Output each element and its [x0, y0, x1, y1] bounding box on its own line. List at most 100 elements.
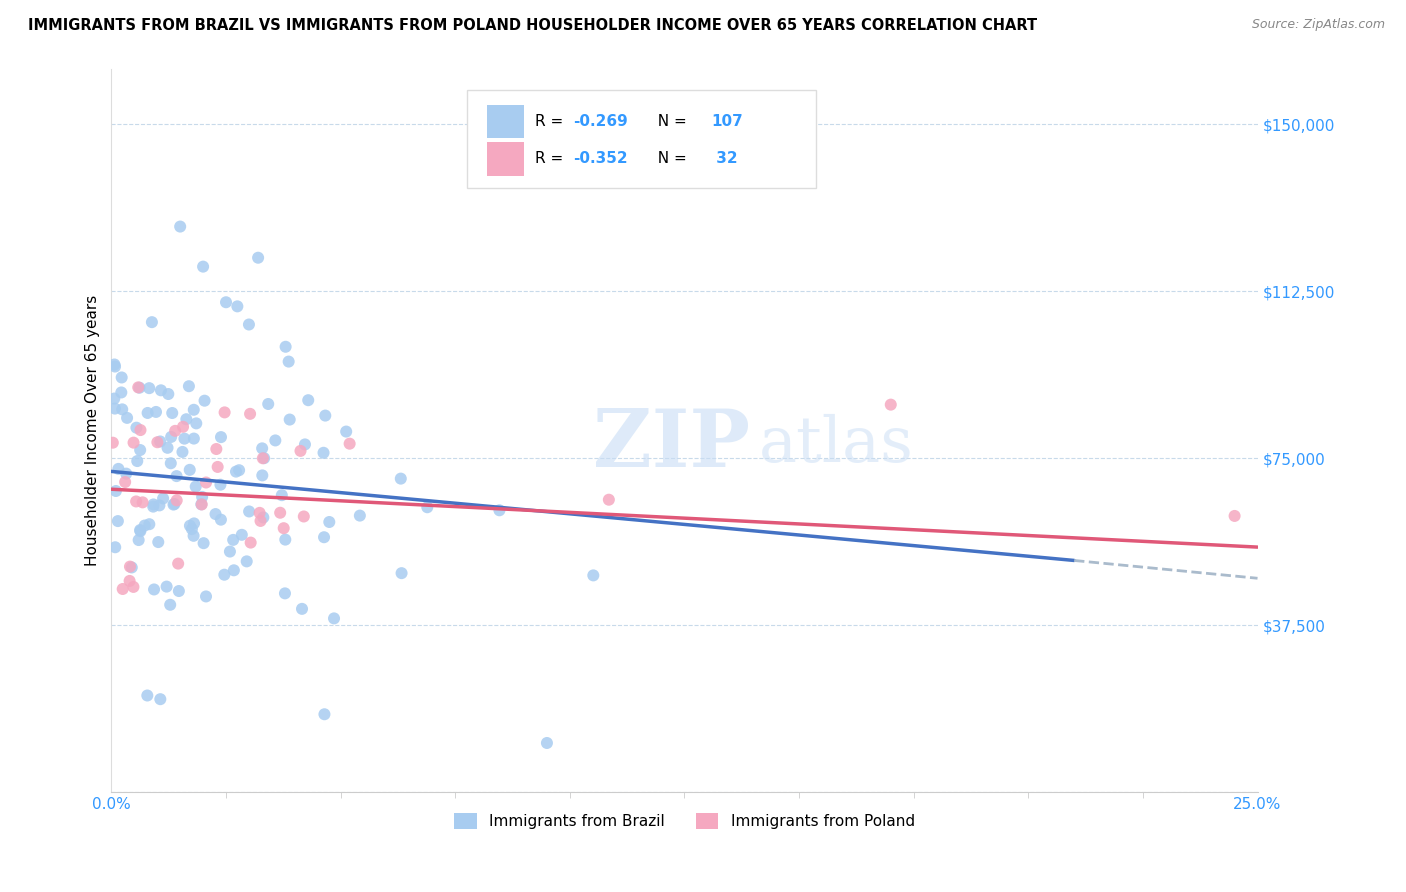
- Point: [167, 557, 190, 571]
- Point: [128, 381, 150, 395]
- Point: [179, 463, 201, 477]
- Point: [209, 513, 232, 527]
- Point: [291, 602, 314, 616]
- Point: [257, 397, 280, 411]
- Point: [114, 475, 136, 489]
- Point: [138, 381, 160, 395]
- Point: [166, 469, 188, 483]
- Point: [152, 491, 174, 506]
- Point: [278, 412, 301, 426]
- Point: [172, 419, 194, 434]
- Point: [249, 506, 271, 520]
- Point: [125, 420, 148, 434]
- Point: [176, 412, 198, 426]
- Point: [228, 463, 250, 477]
- Point: [107, 462, 129, 476]
- Text: IMMIGRANTS FROM BRAZIL VS IMMIGRANTS FROM POLAND HOUSEHOLDER INCOME OVER 65 YEAR: IMMIGRANTS FROM BRAZIL VS IMMIGRANTS FRO…: [28, 18, 1038, 33]
- Point: [111, 582, 134, 596]
- Text: -0.352: -0.352: [574, 152, 628, 167]
- Point: [235, 554, 257, 568]
- Point: [264, 434, 287, 448]
- Point: [179, 518, 201, 533]
- Point: [149, 692, 172, 706]
- Point: [249, 514, 271, 528]
- Point: [314, 707, 336, 722]
- Point: [118, 574, 141, 588]
- Point: [159, 598, 181, 612]
- Point: [297, 393, 319, 408]
- Point: [122, 435, 145, 450]
- Point: [195, 475, 218, 490]
- Point: [160, 430, 183, 444]
- Point: [138, 517, 160, 532]
- Point: [238, 504, 260, 518]
- Point: [598, 492, 620, 507]
- Point: [148, 499, 170, 513]
- Point: [323, 611, 346, 625]
- FancyBboxPatch shape: [488, 104, 524, 138]
- Y-axis label: Householder Income Over 65 years: Householder Income Over 65 years: [86, 294, 100, 566]
- Point: [252, 510, 274, 524]
- Point: [121, 560, 143, 574]
- Point: [129, 443, 152, 458]
- Point: [129, 524, 152, 538]
- Point: [314, 409, 336, 423]
- Point: [339, 436, 361, 450]
- Text: N =: N =: [648, 114, 692, 128]
- Point: [183, 432, 205, 446]
- Point: [162, 498, 184, 512]
- Point: [136, 689, 159, 703]
- Point: [183, 516, 205, 531]
- Point: [104, 483, 127, 498]
- Point: [104, 541, 127, 555]
- Point: [104, 359, 127, 374]
- Point: [169, 219, 191, 234]
- Point: [536, 736, 558, 750]
- Point: [193, 536, 215, 550]
- Point: [209, 430, 232, 444]
- Point: [111, 402, 134, 417]
- Point: [183, 529, 205, 543]
- Point: [191, 260, 214, 274]
- Text: ZIP: ZIP: [593, 406, 749, 483]
- Point: [252, 451, 274, 466]
- Point: [177, 379, 200, 393]
- Point: [204, 507, 226, 521]
- Point: [143, 582, 166, 597]
- Point: [207, 459, 229, 474]
- Point: [122, 580, 145, 594]
- Point: [231, 528, 253, 542]
- Point: [222, 533, 245, 547]
- Point: [129, 423, 152, 437]
- Point: [127, 380, 149, 394]
- Point: [253, 451, 276, 466]
- Point: [115, 467, 138, 481]
- Point: [180, 522, 202, 536]
- Point: [274, 340, 297, 354]
- Point: [172, 445, 194, 459]
- Point: [166, 493, 188, 508]
- Point: [274, 586, 297, 600]
- Point: [103, 392, 125, 406]
- Text: 107: 107: [711, 114, 742, 128]
- Point: [163, 497, 186, 511]
- Point: [111, 370, 134, 384]
- Text: -0.269: -0.269: [574, 114, 628, 128]
- Point: [125, 494, 148, 508]
- Point: [239, 535, 262, 549]
- Point: [209, 477, 232, 491]
- Point: [247, 251, 270, 265]
- Point: [136, 406, 159, 420]
- Point: [239, 407, 262, 421]
- Point: [312, 530, 335, 544]
- Point: [416, 500, 439, 515]
- Point: [292, 509, 315, 524]
- Point: [190, 498, 212, 512]
- Point: [335, 425, 357, 439]
- Point: [1223, 508, 1246, 523]
- Point: [274, 533, 297, 547]
- Point: [205, 442, 228, 456]
- Point: [488, 503, 510, 517]
- Point: [129, 523, 152, 537]
- Point: [226, 299, 249, 313]
